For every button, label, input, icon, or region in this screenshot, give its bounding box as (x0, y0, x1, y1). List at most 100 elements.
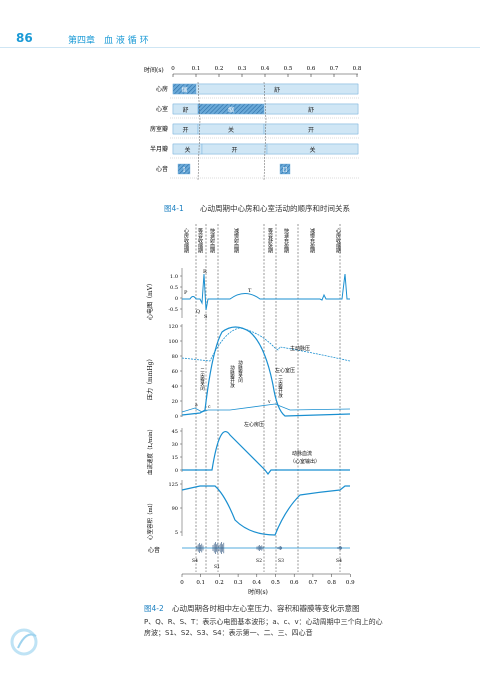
fig1-caption-number: 图4-1 (164, 204, 184, 213)
page-number: 86 (16, 31, 33, 45)
fig1-segment-label: 舒 (308, 106, 314, 114)
fig2-phase-label: 减慢射血期 (233, 227, 239, 254)
aortic-flow-curve (182, 430, 350, 475)
fig1-tick-label: 0.2 (215, 66, 224, 72)
aortic-pressure-curve (181, 327, 351, 362)
lv-pressure-curve (181, 326, 351, 417)
fig1-tick-label: 0.7 (330, 66, 339, 72)
fig2-x-ticks: 0 0.1 0.2 0.3 0.4 0.5 0.6 0.7 0.8 0.9 (180, 574, 355, 586)
fig1-row-label: 房室瓣 (150, 125, 168, 133)
ecg-trace (182, 273, 350, 311)
flow-tick-label: 15 (172, 455, 178, 461)
fig1-phase-line (263, 81, 267, 181)
label-la-pressure: 左心房压 (244, 421, 264, 428)
pressure-tick-label: 0 (175, 414, 178, 420)
fig1-tick-label: 0.1 (192, 66, 201, 72)
fig1-segment-label: 关 (228, 126, 234, 134)
flow-tick-label: 0 (175, 468, 178, 474)
ecg-ylabel: 心电图（mV） (146, 280, 154, 320)
fig2-x-tick-label: 0.8 (327, 580, 336, 586)
figure-4-2: 心房收缩期 等容收缩期 快速射血期 减慢射血期 等容舒张期 快速充盈期 减慢充盈期 心房收缩期… (146, 224, 355, 596)
fig1-segment (195, 83, 359, 95)
fig2-x-tick-label: 0.3 (234, 580, 243, 586)
volume-ticks: 125 90 5 (168, 482, 182, 536)
label-lv-pressure: 左心室压 (275, 367, 295, 374)
fig2-phase-label: 等容舒张期 (267, 227, 273, 254)
fig2-note-line1: P、Q、R、S、T：表示心电图基本波形；a、c、v：心动周期中三个向上的心 (144, 618, 383, 626)
ecg-tick-label: 0 (175, 296, 178, 302)
ecg-tick-label: -0.5 (168, 307, 178, 313)
fig1-row-label: 心室 (156, 105, 168, 113)
fig1-axis-label: 时间(s) (144, 66, 164, 74)
fig2-x-label: 时间(s) (248, 588, 268, 596)
flow-ylabel: 血流速度（L/min） (146, 426, 154, 475)
pressure-ylabel: 压力（mmHg） (146, 356, 154, 400)
pressure-tick-label: 80 (172, 354, 178, 360)
label-a-wave: a (195, 403, 198, 408)
fig1-tick-label: 0.5 (284, 66, 293, 72)
ecg-wave-t: T (248, 288, 252, 294)
label-aortic-pressure: 主动脉压 (290, 345, 310, 352)
fig1-segment-label: 开 (231, 147, 237, 154)
fig1-row-label: 半月瓣 (150, 145, 168, 153)
fig1-segment-label: 关 (184, 146, 190, 154)
chapter-title: 第四章 血 液 循 环 (68, 36, 149, 46)
fig2-phase-label: 等容收缩期 (197, 227, 203, 254)
ecg-wave-q: Q (196, 309, 200, 315)
ecg-ticks: 1.0 0.5 0 -0.5 (168, 274, 182, 313)
fig2-x-tick-label: 0.2 (215, 580, 224, 586)
fig2-x-tick-label: 0.4 (252, 580, 261, 586)
pressure-ticks: 120 100 80 60 40 20 0 (168, 324, 182, 420)
flow-ticks: 45 30 15 0 (172, 429, 182, 474)
fig1-segment (266, 143, 359, 155)
sound-s4-b: S4 (336, 558, 342, 564)
fig2-phase-label: 快速充盈期 (283, 227, 289, 254)
fig1-segment-label: I (183, 167, 186, 174)
label-mitral-close: 二尖瓣关闭 (200, 368, 205, 392)
fig2-phase-label: 心房收缩期 (183, 227, 189, 254)
ecg-wave-r: R (203, 269, 207, 275)
fig2-caption-number: 图4-2 (144, 604, 164, 613)
label-aortic-valve-open: 动脉瓣开放 (230, 364, 235, 389)
fig2-x-tick-label: 0.6 (290, 580, 299, 586)
pressure-tick-label: 60 (172, 369, 178, 375)
ecg-tick-label: 1.0 (170, 274, 178, 280)
fig1-rows: 心房缩舒心室舒缩舒房室瓣开关开半月瓣关开关心音 I II (150, 81, 360, 181)
fig2-caption: 心动周期各时相中左心室压力、容积和瓣膜等变化示意图 (172, 604, 360, 613)
fig2-phase-label: 减慢充盈期 (309, 227, 315, 254)
fig2-x-tick-label: 0.7 (309, 580, 318, 586)
fig1-segment-label: 开 (182, 127, 188, 134)
fig1-tick-label: 0.4 (261, 66, 270, 72)
ecg-wave-s: S (204, 314, 208, 320)
volume-tick-label: 125 (168, 482, 178, 488)
fig2-phase-label: 快速射血期 (209, 227, 215, 254)
publisher-logo (10, 628, 38, 656)
volume-ylabel: 心室容积（ml） (146, 500, 154, 540)
fig2-phase-dividers (195, 224, 341, 572)
label-aortic-valve-close: 动脉瓣关闭 (238, 359, 243, 384)
flow-tick-label: 30 (172, 442, 178, 448)
fig2-x-tick-label: 0.5 (271, 580, 280, 586)
fig2-x-tick-label: 0.1 (196, 580, 205, 586)
fig1-tick-label: 0.3 (238, 66, 247, 72)
fig2-phase-labels: 心房收缩期 等容收缩期 快速射血期 减慢射血期 等容舒张期 快速充盈期 减慢充盈期 心房收缩期 (183, 227, 341, 254)
fig1-caption: 心动周期中心房和心室活动的顺序和时间关系 (200, 204, 350, 213)
fig1-segment (263, 103, 359, 115)
flow-tick-label: 45 (172, 429, 178, 435)
sound-s1: S1 (214, 564, 220, 570)
pressure-tick-label: 40 (172, 384, 178, 390)
ecg-tick-label: 0.5 (170, 285, 178, 291)
fig1-segment (279, 163, 291, 175)
fig1-row-label: 心音 (156, 165, 168, 173)
fig1-tick-label: 0 (171, 66, 175, 72)
fig1-segment-label: 舒 (274, 86, 280, 94)
fig1-phase-line (197, 81, 201, 181)
sound-s2: S2 (256, 558, 262, 564)
sound-s3: S3 (278, 558, 284, 564)
figure-4-1: 时间(s) 0 0.1 0.2 0.3 0.4 0.5 0.6 0.7 0.8 心房缩舒心室舒缩… (144, 66, 362, 181)
fig1-segment (177, 163, 191, 175)
fig2-phase-label: 心房收缩期 (335, 227, 341, 254)
fig1-time-ticks: 0 0.1 0.2 0.3 0.4 0.5 0.6 0.7 0.8 (171, 66, 362, 77)
la-pressure-curve (181, 403, 351, 413)
